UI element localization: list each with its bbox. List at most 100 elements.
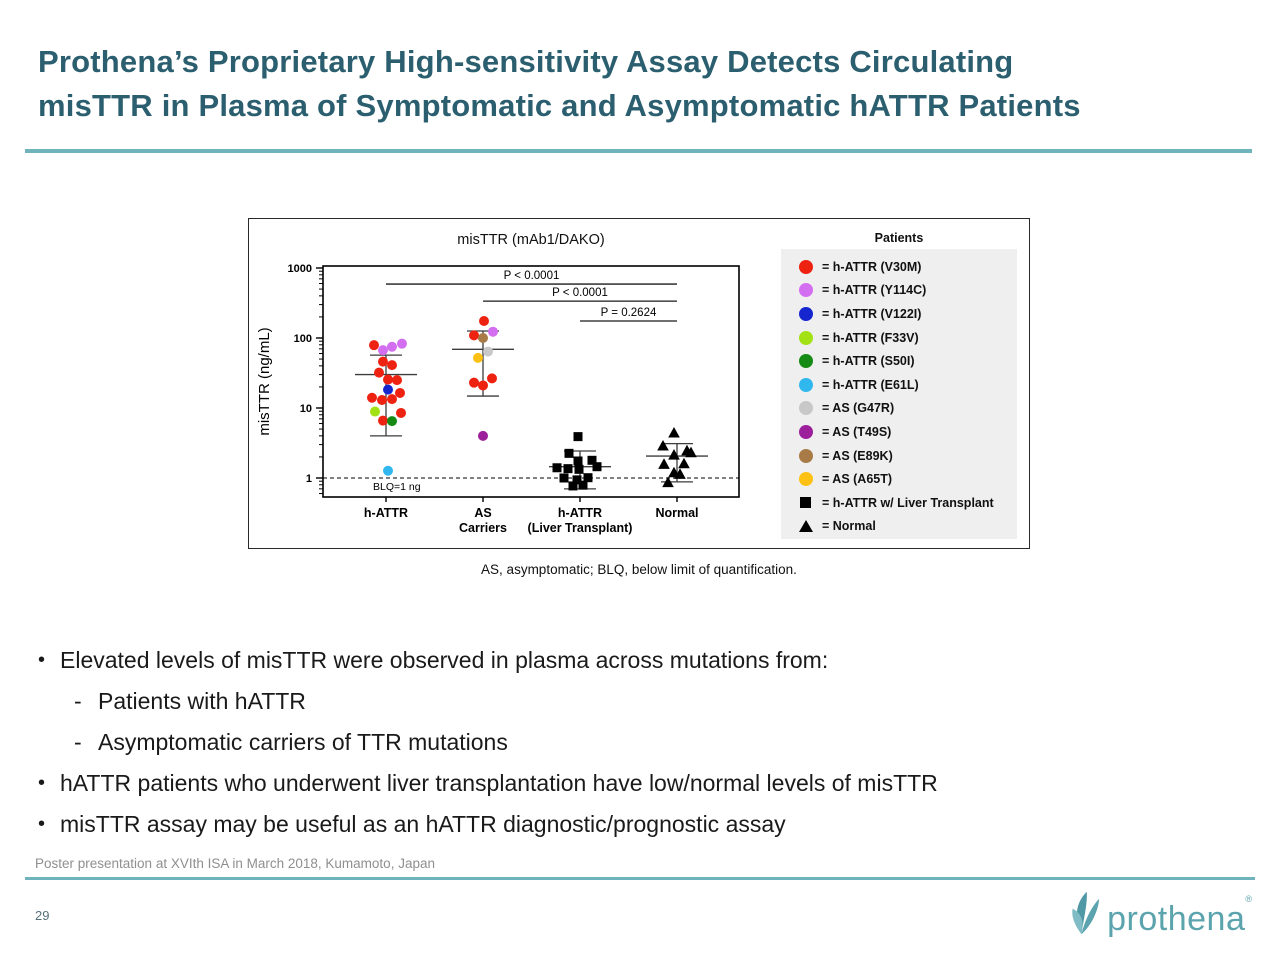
legend-item: = h-ATTR (V30M) xyxy=(799,255,1017,279)
prothena-logo-icon xyxy=(1072,891,1100,935)
title-divider xyxy=(25,149,1252,153)
data-point xyxy=(572,475,582,485)
legend-item: = h-ATTR (F33V) xyxy=(799,326,1017,350)
legend-header: Patients xyxy=(874,231,924,245)
y-axis-label: misTTR (ng/mL) xyxy=(256,327,273,435)
bullet-text: Patients with hATTR xyxy=(98,688,306,714)
bullet-text: Asymptomatic carriers of TTR mutations xyxy=(98,729,508,755)
s50i-marker-icon xyxy=(799,354,813,369)
p-value-label: P < 0.0001 xyxy=(552,287,608,299)
legend-item-label: = h-ATTR (S50I) xyxy=(822,354,915,369)
title-line-1: Prothena’s Proprietary High-sensitivity … xyxy=(38,44,1014,79)
data-point xyxy=(478,430,488,441)
blq-label: BLQ=1 ng xyxy=(373,481,421,493)
chart-panel: 1 10 100 1000 misTTR (ng/mL) h-ATTR AS Carriers… xyxy=(248,218,1030,549)
data-point xyxy=(367,392,377,403)
data-points xyxy=(367,315,697,491)
legend-item-label: = h-ATTR (Y114C) xyxy=(822,283,927,298)
legend-item: = h-ATTR (E61L) xyxy=(799,373,1017,397)
prothena-logo-text: prothena xyxy=(1107,900,1246,938)
legend-item-label: = AS (T49S) xyxy=(822,424,892,439)
data-point xyxy=(587,455,597,465)
bullet-marker: • xyxy=(38,772,46,794)
sub-bullet-item: - Patients with hATTR xyxy=(38,681,1248,722)
v30m-marker-icon xyxy=(799,259,813,274)
legend-item-label: = h-ATTR (V122I) xyxy=(822,306,922,321)
data-point xyxy=(573,432,583,442)
data-point xyxy=(552,463,562,473)
data-point xyxy=(378,415,388,426)
bullet-item: • Elevated levels of misTTR were observed… xyxy=(38,640,1248,681)
data-point xyxy=(668,449,680,460)
data-point xyxy=(374,367,384,378)
error-bars xyxy=(355,330,708,490)
data-point xyxy=(685,446,697,458)
f33v-marker-icon xyxy=(799,330,813,345)
legend-item: = h-ATTR w/ Liver Transplant xyxy=(799,491,1017,515)
bullet-text: hATTR patients who underwent liver trans… xyxy=(60,770,938,796)
legend-item: = AS (E89K) xyxy=(799,444,1017,468)
data-point xyxy=(378,345,388,356)
data-point xyxy=(559,473,569,483)
legend-item-label: = h-ATTR (F33V) xyxy=(822,330,919,345)
y114c-marker-icon xyxy=(799,283,813,298)
chart-caption: AS, asymptomatic; BLQ, below limit of qu… xyxy=(481,562,797,577)
registered-mark: ® xyxy=(1245,894,1252,904)
legend-item-label: = AS (A65T) xyxy=(822,472,893,487)
y-tick-label: 10 xyxy=(300,403,312,415)
data-point xyxy=(395,387,405,398)
data-point xyxy=(483,346,493,357)
data-point xyxy=(383,465,393,476)
data-point xyxy=(383,384,393,395)
data-point xyxy=(469,377,479,388)
data-point xyxy=(478,380,488,391)
legend-item: = h-ATTR (S50I) xyxy=(799,349,1017,373)
scatter-plot: 1 10 100 1000 misTTR (ng/mL) h-ATTR ASCarriers… xyxy=(256,263,740,535)
v122i-marker-icon xyxy=(799,306,813,321)
bullet-item: • misTTR assay may be useful as an hATTR … xyxy=(38,804,1248,845)
data-point xyxy=(478,333,488,343)
data-point xyxy=(392,375,402,386)
legend-item-label: = h-ATTR w/ Liver Transplant xyxy=(822,495,994,510)
data-point xyxy=(662,476,674,488)
data-point xyxy=(592,462,602,472)
data-point xyxy=(387,341,397,352)
data-point xyxy=(578,480,588,490)
bullet-text: Elevated levels of misTTR were observed … xyxy=(60,647,829,673)
x-category-label: Normal xyxy=(655,506,698,520)
legend-item: = Normal xyxy=(799,515,1017,539)
bullet-marker: - xyxy=(74,729,82,755)
p-value-label: P < 0.0001 xyxy=(504,270,560,282)
data-point xyxy=(387,360,397,371)
g47r-marker-icon xyxy=(799,401,813,416)
bullet-item: • hATTR patients who underwent liver tran… xyxy=(38,763,1248,804)
data-point xyxy=(574,464,584,474)
norm-marker-icon xyxy=(799,520,813,533)
legend-item: = h-ATTR (Y114C) xyxy=(799,279,1017,303)
x-category-label: (Liver Transplant) xyxy=(528,521,633,535)
legend-item: = AS (T49S) xyxy=(799,420,1017,444)
legend: = h-ATTR (V30M) = h-ATTR (Y114C) = h-ATTR … xyxy=(781,249,1017,539)
data-point xyxy=(674,468,686,479)
data-point xyxy=(487,373,497,384)
y-tick-label: 1 xyxy=(306,473,312,485)
legend-item: = AS (A65T) xyxy=(799,467,1017,491)
data-point xyxy=(377,395,387,406)
legend-item-label: = h-ATTR (V30M) xyxy=(822,259,922,274)
bullet-marker: • xyxy=(38,649,46,671)
data-point xyxy=(479,315,489,326)
bullet-marker: • xyxy=(38,813,46,835)
e61l-marker-icon xyxy=(799,377,813,392)
y-axis: 1 10 100 1000 misTTR (ng/mL) xyxy=(256,263,323,495)
data-point xyxy=(488,326,498,337)
data-point xyxy=(383,374,393,385)
lt-marker-icon xyxy=(800,497,811,509)
legend-item-label: = h-ATTR (E61L) xyxy=(822,377,919,392)
data-point xyxy=(387,394,397,405)
comparison-brackets: P < 0.0001 P < 0.0001 P = 0.2624 xyxy=(386,270,677,322)
bullet-marker: - xyxy=(74,688,82,714)
title-line-2: misTTR in Plasma of Symptomatic and Asym… xyxy=(38,88,1081,123)
data-point xyxy=(396,407,406,418)
